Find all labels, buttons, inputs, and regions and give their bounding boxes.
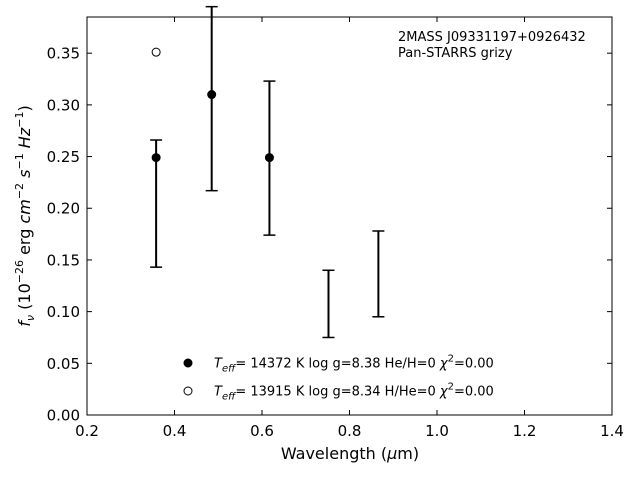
legend-marker-filled xyxy=(183,358,193,368)
y-axis-label: fν (10−26 erg cm−2 s−1 Hz−1) xyxy=(13,105,37,326)
y-tick-label: 0.30 xyxy=(47,96,80,114)
y-tick-label: 0.05 xyxy=(47,355,80,373)
target-name-annotation: 2MASS J09331197+0926432 xyxy=(398,30,586,45)
plot-frame xyxy=(86,16,613,416)
y-tick-label: 0.15 xyxy=(47,251,80,269)
x-tick-label: 0.4 xyxy=(163,422,187,440)
x-tick-label: 0.6 xyxy=(250,422,274,440)
y-tick-label: 0.25 xyxy=(47,148,80,166)
x-tick-label: 1.2 xyxy=(513,422,537,440)
model-point-filled xyxy=(207,90,217,100)
survey-annotation: Pan-STARRS grizy xyxy=(398,46,513,61)
y-tick-label: 0.35 xyxy=(47,45,80,63)
model-point-filled xyxy=(151,153,161,163)
axis-ticks: 0.2 0.4 0.6 0.8 1.0 1.2 1.4 0.00 0.05 0.10 0.15 0.2… xyxy=(47,17,624,440)
y-tick-label: 0.10 xyxy=(47,303,80,321)
x-axis-label: Wavelength (μm) xyxy=(281,444,419,463)
legend-entry-label: Teff= 13915 K log g=8.34 H/He=0 χ2=0.00 xyxy=(214,382,494,403)
legend-entry-label: Teff= 14372 K log g=8.38 He/H=0 χ2=0.00 xyxy=(214,354,494,375)
x-tick-label: 1.4 xyxy=(600,422,624,440)
x-tick-label: 1.0 xyxy=(425,422,449,440)
model-point-filled xyxy=(264,153,274,163)
data-marks xyxy=(150,5,385,339)
y-tick-label: 0.00 xyxy=(47,407,80,425)
model-point-open xyxy=(151,47,161,57)
x-tick-label: 0.2 xyxy=(75,422,99,440)
x-tick-label: 0.8 xyxy=(338,422,362,440)
legend: Teff= 14372 K log g=8.38 He/H=0 χ2=0.00 T… xyxy=(183,354,494,403)
y-tick-label: 0.20 xyxy=(47,200,80,218)
legend-marker-open xyxy=(183,386,193,396)
